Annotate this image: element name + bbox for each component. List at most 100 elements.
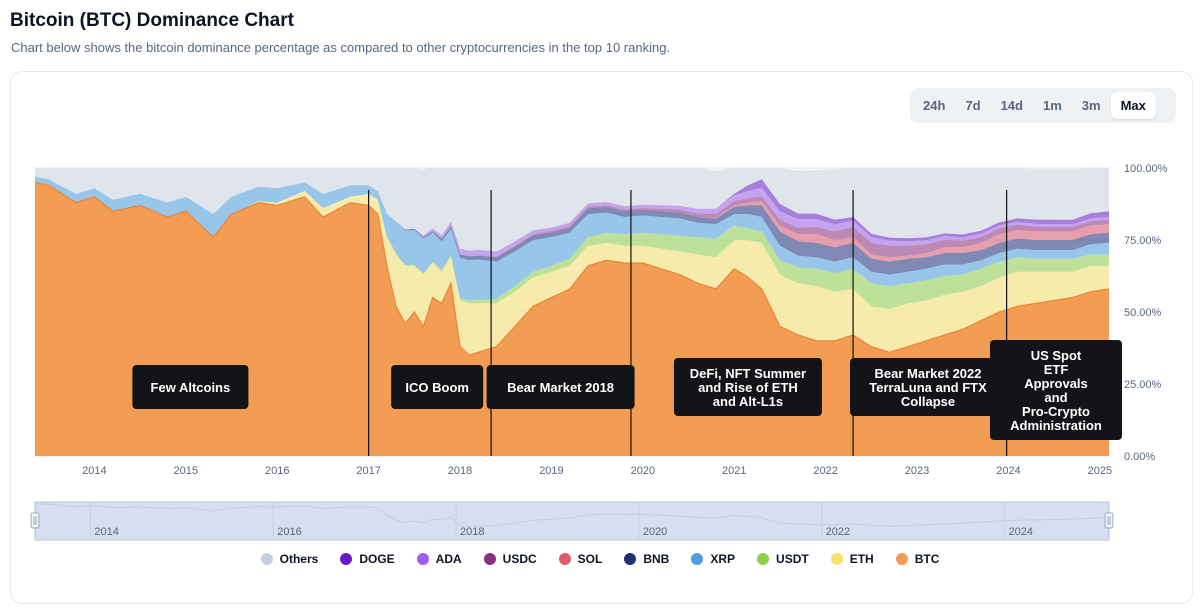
legend-item-others[interactable]: Others	[260, 552, 319, 566]
navigator-label: 2020	[643, 526, 667, 538]
area-eth[interactable]	[35, 182, 1109, 356]
x-tick-label: 2019	[539, 465, 563, 477]
chart-legend: Others DOGE ADA USDC SOL BNB XRP USDT ETH BTC	[0, 552, 1200, 566]
annotation-box	[132, 365, 249, 409]
legend-dot-icon	[624, 553, 637, 565]
page-subtitle: Chart below shows the bitcoin dominance …	[11, 40, 671, 55]
annotation: Few Altcoins	[132, 365, 249, 409]
annotation-text: Bear Market 2022	[875, 366, 982, 381]
annotation: US SpotETFApprovalsandPro-CryptoAdminist…	[989, 340, 1122, 440]
handle-grip[interactable]	[1104, 512, 1114, 529]
legend-label: DOGE	[359, 552, 395, 566]
area-xrp[interactable]	[35, 176, 1109, 301]
area-usdt[interactable]	[35, 182, 1109, 310]
annotation-text: Approvals	[1024, 376, 1088, 391]
x-tick-label: 2015	[174, 465, 198, 477]
area-others[interactable]	[35, 168, 1109, 252]
annotation-box	[486, 365, 635, 409]
annotation-text: Collapse	[901, 394, 955, 409]
annotation: Bear Market 2018	[486, 365, 635, 409]
legend-item-usdc[interactable]: USDC	[483, 552, 537, 566]
x-tick-label: 2018	[448, 465, 472, 477]
legend-item-ada[interactable]: ADA	[416, 552, 462, 566]
x-tick-label: 2025	[1088, 465, 1112, 477]
range-3m-button[interactable]: 3m	[1081, 98, 1101, 113]
annotation: ICO Boom	[391, 365, 484, 409]
range-7d-button[interactable]: 7d	[965, 98, 981, 113]
legend-label: ETH	[849, 552, 874, 566]
annotation-text: US Spot	[1031, 348, 1082, 363]
navigator-line	[34, 503, 1110, 528]
x-tick-label: 2023	[905, 465, 929, 477]
page-title: Bitcoin (BTC) Dominance Chart	[10, 10, 294, 31]
annotation-text: and	[1044, 390, 1067, 405]
navigator-right-handle[interactable]	[1104, 512, 1114, 529]
range-14d-button[interactable]: 14d	[1000, 98, 1023, 113]
y-tick-label: 100.00%	[1124, 163, 1168, 175]
navigator[interactable]: 2014 2016 2018 2020 2022 2024	[30, 501, 1114, 541]
x-tick-label: 2021	[722, 465, 746, 477]
x-tick-label: 2024	[996, 465, 1020, 477]
legend-dot-icon	[757, 553, 770, 565]
annotation-box	[989, 340, 1122, 440]
area-sol[interactable]	[35, 176, 1109, 262]
range-max-button[interactable]: Max	[1110, 92, 1156, 119]
legend-dot-icon	[260, 553, 273, 565]
annotation-text: and Rise of ETH	[698, 380, 798, 395]
legend-label: Others	[279, 552, 319, 566]
handle-grip[interactable]	[30, 512, 40, 529]
x-tick-label: 2022	[813, 465, 837, 477]
range-1m-button[interactable]: 1m	[1042, 98, 1062, 113]
legend-item-xrp[interactable]: XRP	[691, 552, 735, 566]
navigator-label: 2024	[1008, 526, 1032, 538]
legend-dot-icon	[895, 553, 908, 565]
navigator-label: 2016	[277, 526, 301, 538]
area-btc[interactable]	[35, 182, 1109, 456]
area-bnb[interactable]	[35, 176, 1109, 275]
time-range-selector: 24h 7d 14d 1m 3m Max	[910, 88, 1176, 123]
x-tick-label: 2014	[82, 465, 106, 477]
legend-dot-icon	[416, 553, 429, 565]
btc-line	[34, 181, 1110, 356]
legend-label: USDT	[776, 552, 809, 566]
legend-dot-icon	[483, 553, 496, 565]
area-usdc[interactable]	[35, 176, 1109, 258]
annotation-text: Few Altcoins	[151, 380, 231, 395]
y-tick-label: 75.00%	[1124, 235, 1162, 247]
annotation-text: Administration	[1010, 418, 1102, 433]
navigator-mask[interactable]	[34, 501, 1110, 541]
navigator-label: 2014	[94, 526, 118, 538]
annotation-text: ETF	[1044, 362, 1069, 377]
range-24h-button[interactable]: 24h	[923, 98, 946, 113]
navigator-left-handle[interactable]	[30, 512, 40, 529]
x-tick-label: 2016	[265, 465, 289, 477]
legend-item-btc[interactable]: BTC	[895, 552, 939, 566]
annotation-text: ICO Boom	[405, 380, 469, 395]
legend-label: USDC	[502, 552, 537, 566]
x-tick-label: 2017	[356, 465, 380, 477]
navigator-label: 2018	[460, 526, 484, 538]
legend-label: ADA	[435, 552, 462, 566]
area-layers	[35, 168, 1109, 456]
annotation-text: DeFi, NFT Summer	[690, 366, 806, 381]
annotation-text: Pro-Crypto	[1022, 404, 1090, 419]
legend-label: XRP	[710, 552, 736, 566]
y-tick-label: 0.00%	[1124, 451, 1155, 463]
legend-label: BNB	[643, 552, 670, 566]
x-tick-label: 2020	[631, 465, 655, 477]
y-tick-label: 50.00%	[1124, 307, 1162, 319]
legend-dot-icon	[691, 553, 704, 565]
legend-label: SOL	[577, 552, 603, 566]
legend-item-doge[interactable]: DOGE	[340, 552, 395, 566]
legend-item-sol[interactable]: SOL	[558, 552, 603, 566]
legend-item-usdt[interactable]: USDT	[757, 552, 809, 566]
annotation-text: Bear Market 2018	[507, 380, 614, 395]
legend-item-bnb[interactable]: BNB	[624, 552, 669, 566]
legend-item-eth[interactable]: ETH	[830, 552, 874, 566]
annotation-box	[673, 358, 822, 416]
annotation-box	[850, 358, 1007, 416]
annotation-text: TerraLuna and FTX	[869, 380, 987, 395]
